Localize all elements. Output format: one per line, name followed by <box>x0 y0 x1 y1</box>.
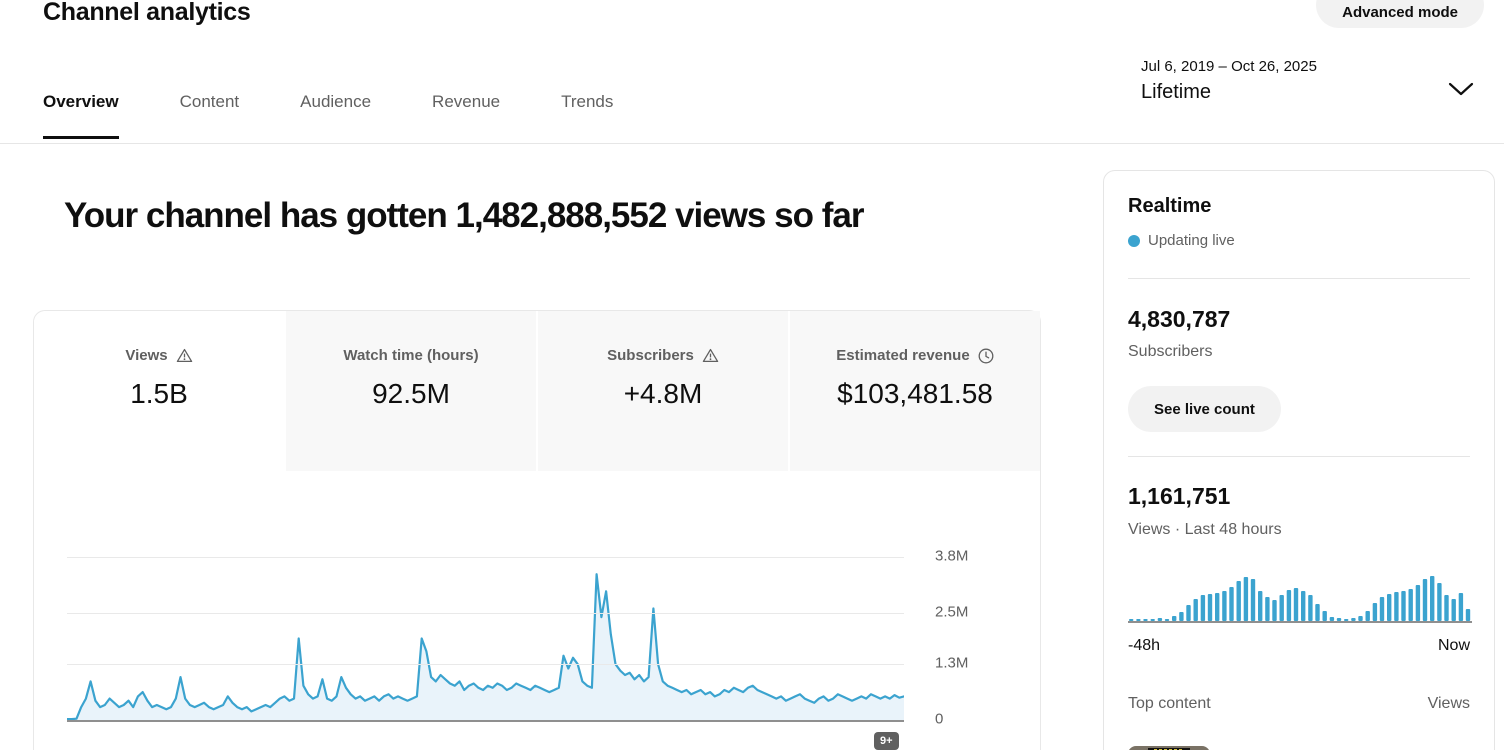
metric-value: +4.8M <box>623 378 703 409</box>
date-preset-text: Lifetime <box>1141 81 1212 103</box>
analytics-tab-bar: Overview Content Audience Revenue Trends <box>43 92 674 139</box>
top-content-label: Top content <box>1128 695 1211 712</box>
page-title: Channel analytics <box>43 0 251 26</box>
realtime-subscribers-label: Subscribers <box>1128 343 1213 360</box>
tab-content[interactable]: Content <box>180 92 240 139</box>
y-axis-tick-label: 3.8M <box>935 547 969 565</box>
date-range-text: Jul 6, 2019 – Oct 26, 2025 <box>1141 58 1317 75</box>
y-axis-tick-label: 1.3M <box>935 654 969 672</box>
top-content-header: Top content Views <box>1128 695 1470 713</box>
realtime-axis-labels: -48h Now <box>1128 637 1470 655</box>
axis-left-label: -48h <box>1128 637 1161 654</box>
tab-overview[interactable]: Overview <box>43 92 119 139</box>
realtime-divider <box>1128 278 1470 279</box>
realtime-card: Realtime Updating live 4,830,787 Subscri… <box>1103 170 1495 750</box>
metric-label: Views <box>125 347 168 364</box>
realtime-views-label: Views · Last 48 hours <box>1128 521 1282 538</box>
date-range-picker[interactable]: Jul 6, 2019 – Oct 26, 2025 Lifetime <box>1141 58 1491 104</box>
realtime-divider <box>1128 456 1470 457</box>
live-indicator-dot <box>1128 234 1140 247</box>
realtime-status-text: Updating live <box>1148 232 1235 249</box>
views-line-series[interactable] <box>67 536 904 721</box>
y-axis-tick-label: 0 <box>935 710 944 728</box>
metric-label: Estimated revenue <box>836 347 970 364</box>
metric-value: $103,481.58 <box>837 378 993 409</box>
axis-right-label: Now <box>1437 637 1470 654</box>
metric-tab-strip: Views 1.5B Watch time (hours) 92.5M Subscrib… <box>34 311 1040 471</box>
metric-value: 1.5B <box>130 378 188 409</box>
see-live-count-button[interactable]: See live count <box>1128 386 1281 432</box>
metric-tab-subscribers[interactable]: Subscribers +4.8M <box>536 311 788 471</box>
advanced-mode-button[interactable]: Advanced mode <box>1316 0 1484 28</box>
key-metrics-card: Views 1.5B Watch time (hours) 92.5M Subscrib… <box>33 310 1041 750</box>
realtime-subscribers-count: 4,830,787 <box>1128 306 1231 332</box>
chevron-down-icon <box>1448 82 1474 96</box>
metric-label: Subscribers <box>607 347 694 364</box>
metric-tab-views[interactable]: Views 1.5B <box>34 311 284 471</box>
metric-tab-estimated-revenue[interactable]: Estimated revenue $103,481.58 <box>788 311 1040 471</box>
header-divider <box>0 143 1504 144</box>
x-axis-baseline <box>67 720 904 722</box>
views-column-label: Views <box>1427 695 1470 712</box>
warning-icon <box>176 348 193 363</box>
realtime-status: Updating live <box>1128 232 1235 249</box>
metric-tab-watch-time-hours[interactable]: Watch time (hours) 92.5M <box>284 311 536 471</box>
gridline <box>67 613 904 614</box>
clock-icon <box>978 348 994 364</box>
gridline <box>67 557 904 558</box>
views-headline: Your channel has gotten 1,482,888,552 vi… <box>64 196 864 235</box>
realtime-views-count: 1,161,751 <box>1128 483 1231 509</box>
metric-value: 92.5M <box>372 378 450 409</box>
views-trend-chart[interactable] <box>67 536 904 722</box>
top-content-video-thumbnail[interactable] <box>1128 746 1210 750</box>
gridline <box>67 664 904 665</box>
tab-trends[interactable]: Trends <box>561 92 613 139</box>
y-axis-tick-label: 2.5M <box>935 603 969 621</box>
tab-audience[interactable]: Audience <box>300 92 371 139</box>
tab-revenue[interactable]: Revenue <box>432 92 500 139</box>
warning-icon <box>702 348 719 363</box>
metric-label: Watch time (hours) <box>343 347 479 364</box>
realtime-title: Realtime <box>1128 195 1212 217</box>
realtime-48h-bar-chart[interactable] <box>1128 567 1472 625</box>
video-markers-badge[interactable]: 9+ <box>874 732 899 750</box>
